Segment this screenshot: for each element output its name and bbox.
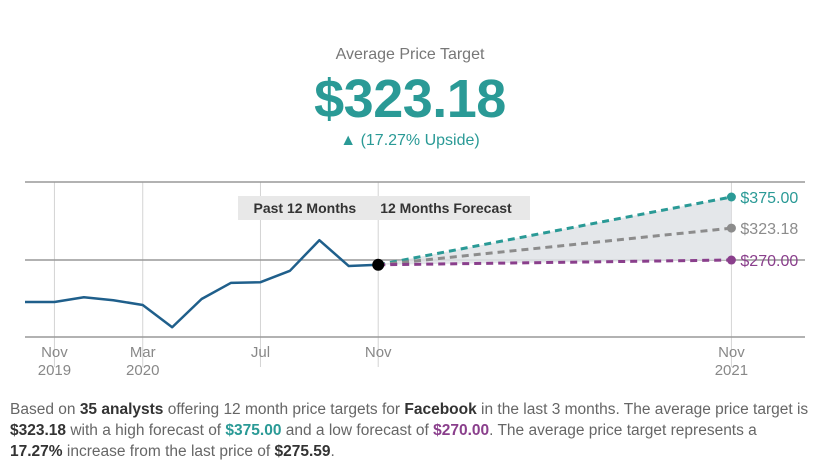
avg-target: $323.18 xyxy=(10,422,67,439)
x-tick-year: 2021 xyxy=(715,362,748,379)
chart-title: Average Price Target xyxy=(335,46,485,63)
description: Based on 35 analysts offering 12 month p… xyxy=(10,399,810,462)
up-arrow-icon: ▲ xyxy=(340,132,357,149)
price-target-chart: Past 12 Months 12 Months Forecast $375.00 $… xyxy=(25,181,805,379)
x-tick-year: 2019 xyxy=(38,362,71,379)
desc-text: increase from the last price of xyxy=(62,443,275,460)
forecast-point-low xyxy=(726,255,736,265)
region-label-bg xyxy=(238,196,530,220)
average-price-target: $323.18 xyxy=(314,69,506,129)
upside-indicator: ▲ (17.27% Upside) xyxy=(0,132,820,150)
x-tick-label: Nov xyxy=(365,344,392,361)
forecast-label-low: $270.00 xyxy=(740,253,798,270)
past-12-months-label: Past 12 Months xyxy=(254,200,357,216)
x-tick-label: Jul xyxy=(251,344,270,361)
desc-text: and a low forecast of xyxy=(281,422,434,439)
desc-text: . xyxy=(330,443,335,460)
forecast-point-average xyxy=(726,223,736,233)
forecast-label-average: $323.18 xyxy=(740,221,798,238)
x-tick-label: Mar xyxy=(130,344,156,361)
x-tick-label: Nov xyxy=(41,344,68,361)
x-tick-year: 2020 xyxy=(126,362,159,379)
desc-text: offering 12 month price targets for xyxy=(163,401,405,418)
desc-text: Based on xyxy=(10,401,80,418)
analyst-count: 35 analysts xyxy=(79,401,164,418)
desc-text: with a high forecast of xyxy=(66,422,226,439)
last-price: $275.59 xyxy=(274,443,331,460)
upside-text: (17.27% Upside) xyxy=(360,132,480,149)
high-target: $375.00 xyxy=(225,422,282,439)
forecast-point-high xyxy=(726,192,736,202)
x-tick-label: Nov xyxy=(718,344,745,361)
forecast-line-low xyxy=(378,258,732,267)
forecast-label: 12 Months Forecast xyxy=(380,200,512,216)
current-price-point xyxy=(372,258,385,271)
increase-percent: 17.27% xyxy=(10,443,63,460)
low-target: $270.00 xyxy=(433,422,490,439)
desc-text: . The average price target represents a xyxy=(489,422,757,439)
company-name: Facebook xyxy=(404,401,477,418)
history-price-line xyxy=(25,238,379,329)
forecast-label-high: $375.00 xyxy=(740,190,798,207)
desc-text: in the last 3 months. The average price … xyxy=(476,401,809,418)
